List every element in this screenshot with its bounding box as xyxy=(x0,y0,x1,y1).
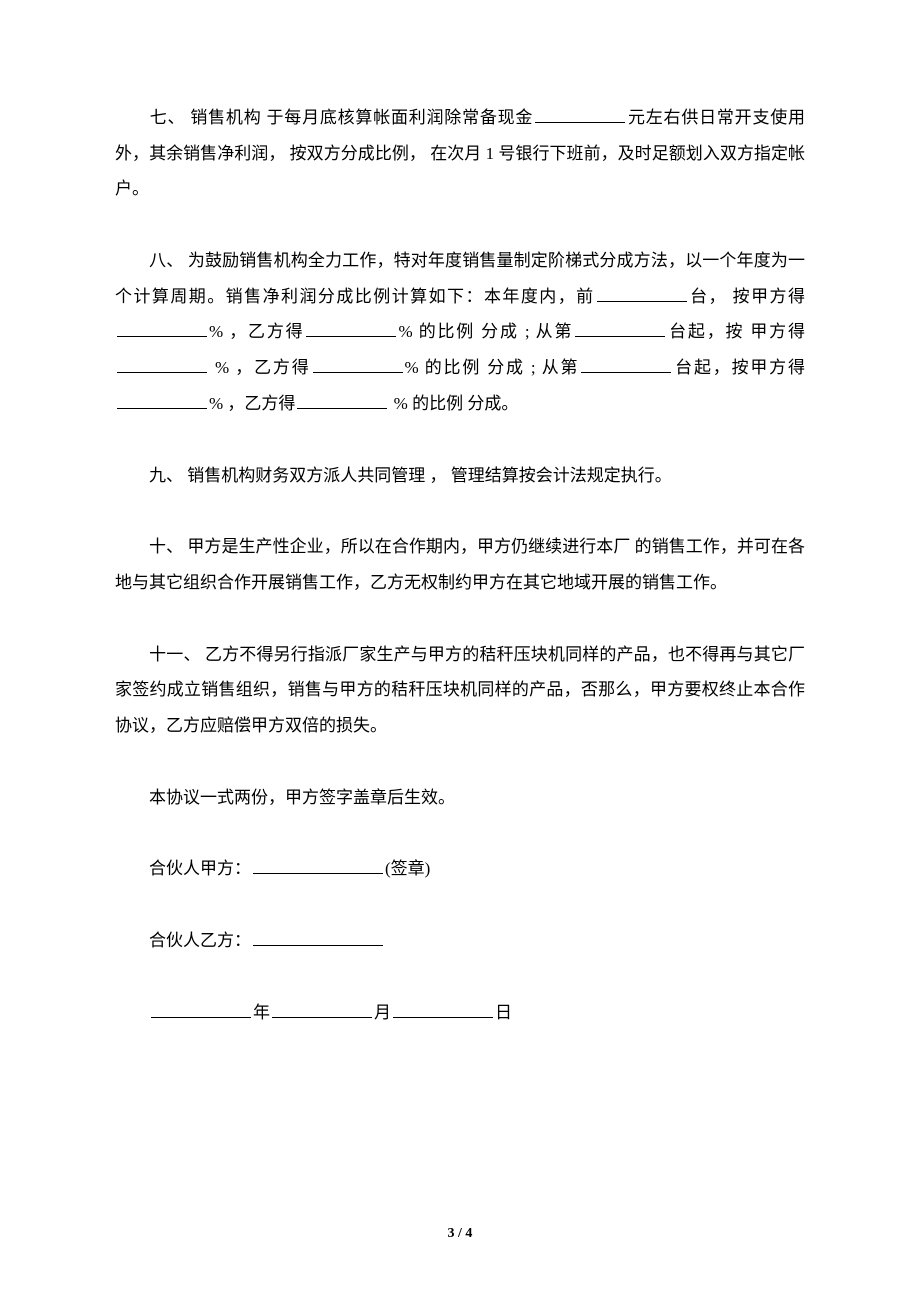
c8-p10: % 的比例 分成。 xyxy=(389,394,518,413)
c8-p7: % 的比例 分成 ; 从第 xyxy=(405,358,580,377)
blank-sig-a xyxy=(253,857,383,874)
clause-7-prefix: 七、 销售机构 于每月底核算帐面利润除常备现金 xyxy=(149,108,533,127)
sig-a-label: 合伙人甲方： xyxy=(149,859,251,878)
sig-b-label: 合伙人乙方： xyxy=(149,931,251,950)
c8-p9: % ，乙方得 xyxy=(209,394,295,413)
blank xyxy=(597,285,687,302)
blank xyxy=(313,356,403,373)
year-label: 年 xyxy=(253,1003,270,1022)
blank xyxy=(306,320,396,337)
clause-10-text: 十、 甲方是生产性企业，所以在合作期内，甲方仍继续进行本厂 的销售工作，并可在各… xyxy=(115,537,805,592)
blank-sig-b xyxy=(253,929,383,946)
c8-p5: 台起，按 甲方得 xyxy=(667,322,805,341)
date-line: 年月日 xyxy=(115,995,805,1031)
blank xyxy=(117,356,207,373)
blank-cash xyxy=(535,106,625,123)
clause-9: 九、 销售机构财务双方派人共同管理 ， 管理结算按会计法规定执行。 xyxy=(115,458,805,494)
blank xyxy=(297,392,387,409)
clause-10: 十、 甲方是生产性企业，所以在合作期内，甲方仍继续进行本厂 的销售工作，并可在各… xyxy=(115,529,805,600)
blank xyxy=(575,320,665,337)
c8-p4: % 的比例 分成 ; 从第 xyxy=(398,322,573,341)
c8-p8: 台起，按甲方得 xyxy=(673,358,805,377)
blank xyxy=(117,392,207,409)
sig-a-suffix: (签章) xyxy=(385,859,430,878)
blank-month xyxy=(272,1001,372,1018)
signature-a: 合伙人甲方： (签章) xyxy=(115,851,805,887)
c8-p3: % ，乙方得 xyxy=(209,322,304,341)
clause-9-text: 九、 销售机构财务双方派人共同管理 ， 管理结算按会计法规定执行。 xyxy=(149,466,672,485)
signature-b: 合伙人乙方： xyxy=(115,923,805,959)
page-number: 3 / 4 xyxy=(0,1226,920,1242)
month-label: 月 xyxy=(374,1003,391,1022)
blank xyxy=(117,320,207,337)
clause-7: 七、 销售机构 于每月底核算帐面利润除常备现金元左右供日常开支使用外，其余销售净… xyxy=(115,100,805,207)
clause-8: 八、 为鼓励销售机构全力工作，特对年度销售量制定阶梯式分成方法，以一个年度为一个… xyxy=(115,243,805,421)
blank-year xyxy=(151,1001,251,1018)
c8-p6: % ，乙方得 xyxy=(209,358,311,377)
final-text: 本协议一式两份，甲方签字盖章后生效。 xyxy=(149,788,455,807)
blank xyxy=(581,356,671,373)
final-statement: 本协议一式两份，甲方签字盖章后生效。 xyxy=(115,780,805,816)
blank-day xyxy=(393,1001,493,1018)
day-label: 日 xyxy=(495,1003,512,1022)
clause-11-text: 十一、 乙方不得另行指派厂家生产与甲方的秸秆压块机同样的产品，也不得再与其它厂家… xyxy=(115,645,805,735)
clause-11: 十一、 乙方不得另行指派厂家生产与甲方的秸秆压块机同样的产品，也不得再与其它厂家… xyxy=(115,637,805,744)
c8-p2: 台， 按甲方得 xyxy=(689,287,805,306)
